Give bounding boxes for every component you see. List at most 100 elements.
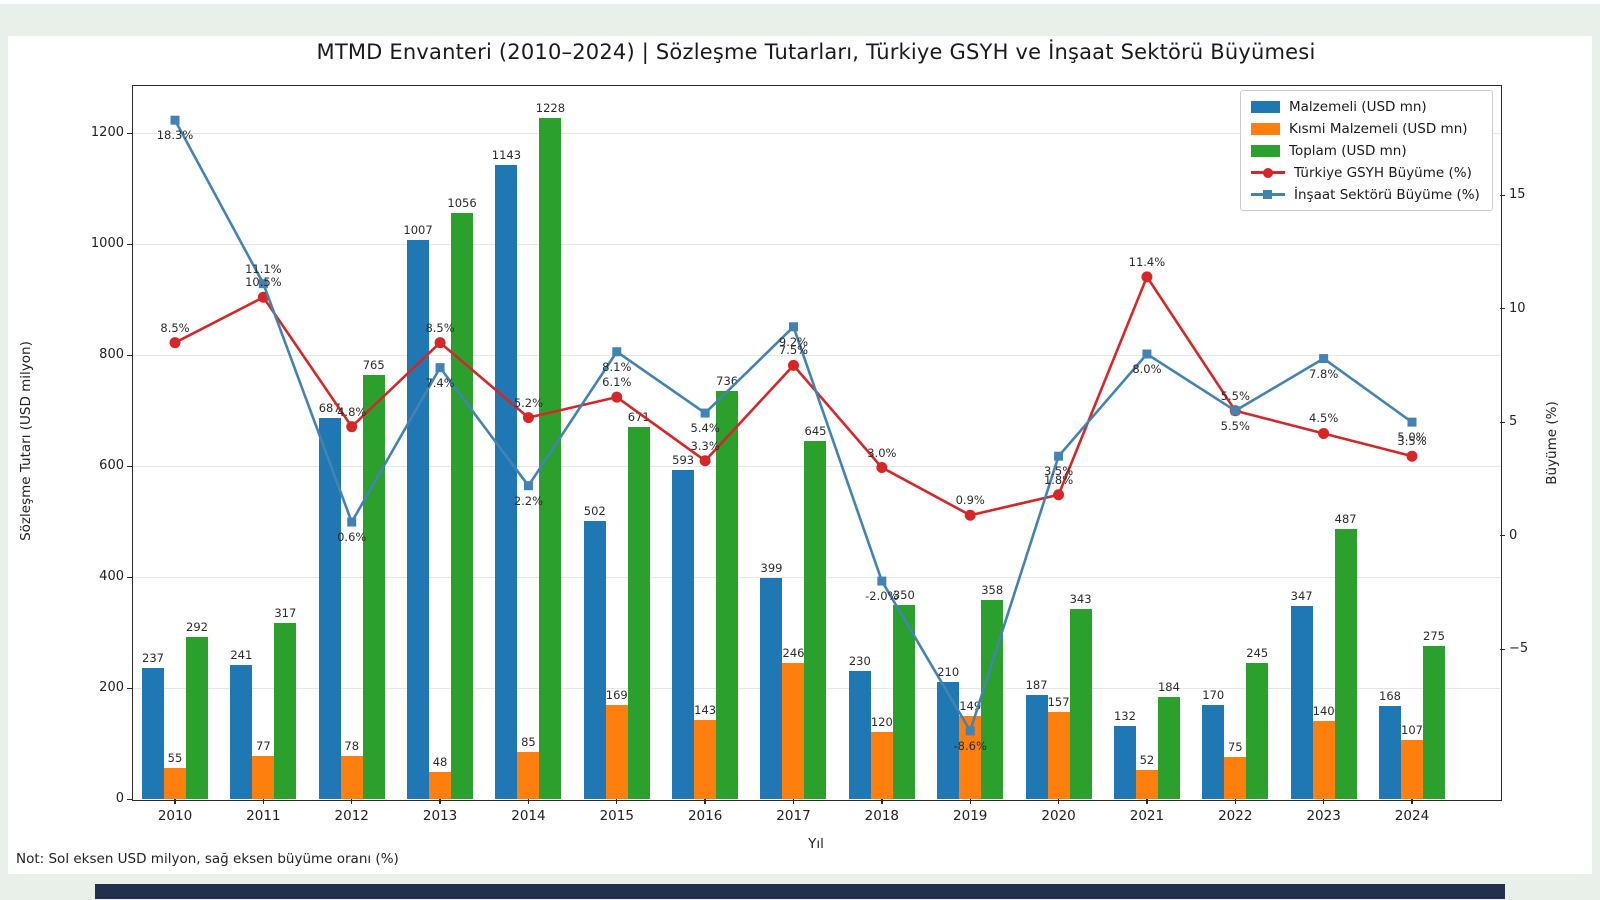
x-tick-mark [881, 799, 883, 804]
y-tick-label-right: 5 [1509, 414, 1518, 430]
bar-malzemeli [937, 682, 960, 799]
x-tick-label: 2017 [776, 808, 811, 824]
insaat-value-label: 8.1% [602, 359, 632, 374]
insaat-value-label: 7.4% [425, 375, 455, 390]
bar-kismi-malzemeli [1400, 739, 1423, 799]
x-tick-label: 2012 [334, 808, 369, 824]
y-tick-label-left: 1200 [90, 125, 124, 141]
bar-value-label: 350 [892, 587, 915, 602]
gsyh-marker-2010 [169, 337, 181, 349]
bar-value-label: 241 [230, 648, 253, 663]
insaat-marker-2016 [700, 408, 710, 418]
gridline [132, 243, 1500, 245]
bar-malzemeli [848, 671, 871, 799]
bar-kismi-malzemeli [605, 705, 628, 799]
bar-value-label: 237 [142, 650, 164, 665]
bar-malzemeli [495, 164, 518, 799]
bar-value-label: 210 [937, 665, 960, 680]
insaat-value-label: 2.2% [513, 493, 544, 508]
insaat-marker-2014 [523, 481, 533, 491]
y-tick-label-right: 0 [1509, 527, 1518, 543]
bar-value-label: 645 [804, 424, 827, 439]
x-tick-mark [351, 799, 353, 804]
insaat-value-label: 5.5% [1220, 418, 1250, 433]
legend-label: İnşaat Sektörü Büyüme (%) [1294, 186, 1480, 203]
y-tick-mark-left [127, 798, 132, 800]
x-tick-label: 2023 [1306, 808, 1341, 824]
gsyh-marker-2013 [434, 337, 446, 349]
bar-value-label: 170 [1202, 687, 1225, 702]
bar-value-label: 140 [1312, 704, 1335, 719]
legend-line-icon [1251, 167, 1285, 178]
gridline [132, 132, 1500, 134]
insaat-value-label: 5.0% [1397, 430, 1427, 445]
insaat-marker-2021 [1142, 349, 1152, 359]
bar-malzemeli [142, 667, 164, 799]
bar-kismi-malzemeli [340, 755, 363, 799]
gsyh-marker-2017 [787, 359, 799, 371]
insaat-marker-2017 [788, 322, 798, 332]
legend-item-bar-0: Malzemeli (USD mn) [1251, 98, 1480, 115]
bar-value-label: 187 [1025, 678, 1048, 693]
bar-toplam [981, 600, 1004, 799]
insaat-value-label: 0.6% [337, 530, 367, 545]
x-tick-mark [1146, 799, 1148, 804]
bar-value-label: 502 [583, 503, 606, 518]
legend-swatch-icon [1251, 122, 1280, 135]
bar-value-label: 157 [1047, 694, 1070, 709]
x-tick-label: 2016 [687, 808, 723, 824]
bar-toplam [1334, 528, 1357, 799]
bar-kismi-malzemeli [429, 772, 452, 799]
bar-value-label: 292 [186, 620, 208, 634]
bar-value-label: 671 [627, 409, 650, 424]
footer-bar [95, 884, 1505, 899]
insaat-value-label: 18.3% [156, 128, 194, 143]
legend-item-line-0: Türkiye GSYH Büyüme (%) [1251, 164, 1480, 181]
bar-toplam [804, 441, 827, 799]
bar-value-label: 55 [167, 751, 183, 766]
background-band-top [0, 4, 1600, 36]
insaat-marker-2015 [612, 347, 622, 357]
background-band-right [1592, 4, 1600, 900]
insaat-value-label: 9.2% [778, 334, 809, 349]
bar-malzemeli [583, 520, 606, 799]
insaat-marker-2024 [1407, 417, 1417, 427]
bar-value-label: 358 [981, 583, 1004, 598]
bar-value-label: 275 [1423, 629, 1445, 644]
gsyh-value-label: 0.9% [955, 493, 985, 508]
bar-malzemeli [1202, 704, 1225, 799]
bar-malzemeli [1290, 606, 1313, 799]
bar-toplam [892, 604, 915, 799]
x-tick-mark [1057, 799, 1060, 804]
bar-value-label: 593 [672, 453, 695, 468]
gsyh-marker-2020 [1053, 489, 1065, 501]
gsyh-value-label: 11.4% [1128, 254, 1166, 269]
bar-toplam [451, 213, 474, 799]
bar-toplam [627, 426, 650, 799]
bar-value-label: 317 [274, 606, 297, 621]
gsyh-value-label: 4.8% [337, 404, 367, 419]
gsyh-marker-2015 [611, 391, 623, 403]
legend-swatch-icon [1251, 144, 1280, 157]
x-tick-mark [1411, 799, 1413, 804]
bar-value-label: 1228 [535, 100, 566, 115]
bar-malzemeli [1025, 695, 1048, 799]
bar-malzemeli [1113, 725, 1136, 799]
gsyh-value-label: 3.0% [867, 445, 897, 460]
y-tick-mark-left [127, 354, 132, 356]
gsyh-value-label: 1.8% [1043, 472, 1074, 487]
bar-value-label: 132 [1113, 708, 1136, 723]
y-tick-mark-left [127, 576, 132, 578]
gsyh-marker-2024 [1406, 450, 1418, 462]
bar-value-label: 184 [1157, 679, 1180, 694]
bar-toplam [1157, 696, 1180, 799]
insaat-value-label: 5.4% [690, 421, 720, 436]
x-tick-mark [262, 799, 264, 804]
insaat-value-label: -2.0% [865, 589, 899, 604]
axes-frame [132, 85, 1502, 801]
y-tick-label-left: 1000 [90, 236, 124, 252]
bar-value-label: 245 [1246, 646, 1269, 661]
x-tick-label: 2015 [599, 808, 634, 824]
bar-toplam [1069, 608, 1092, 799]
